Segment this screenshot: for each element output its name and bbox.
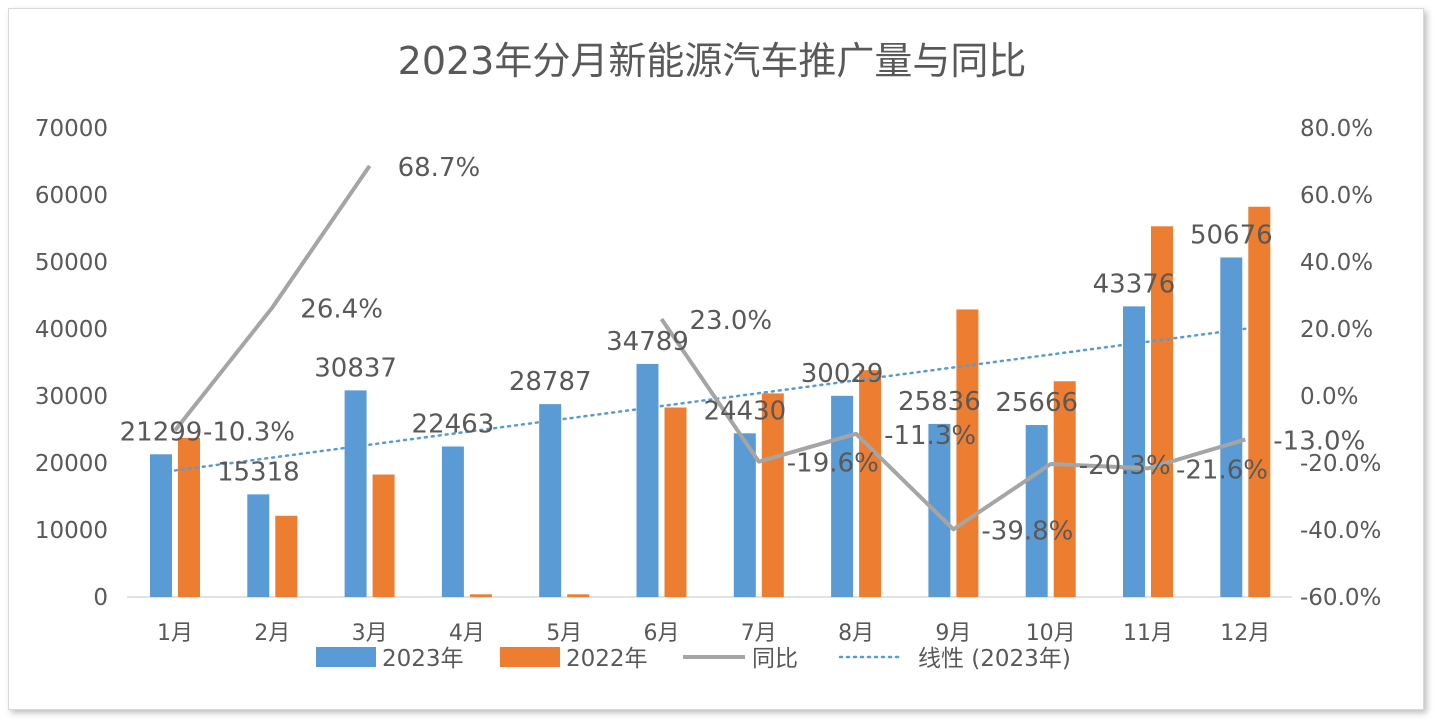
data-label-2023: 22463 xyxy=(412,409,495,439)
left-axis-tick-label: 10000 xyxy=(35,518,108,544)
bar-2022 xyxy=(956,309,979,597)
x-axis-tick-label: 7月 xyxy=(741,621,777,646)
bar-2023 xyxy=(1025,425,1048,597)
left-axis-tick-label: 70000 xyxy=(35,116,108,142)
bar-2023 xyxy=(344,390,367,597)
legend-swatch-2023 xyxy=(316,647,376,667)
bar-2022 xyxy=(1248,206,1271,597)
bar-2023 xyxy=(539,404,562,597)
data-label-yoy: 26.4% xyxy=(300,295,383,325)
left-axis-tick-label: 0 xyxy=(93,585,108,611)
bar-2023 xyxy=(831,395,854,597)
data-label-yoy: -20.3% xyxy=(1079,451,1171,481)
right-axis-tick-label: 20.0% xyxy=(1300,317,1373,343)
data-label-2023: 43376 xyxy=(1093,269,1176,299)
data-label-yoy: -21.6% xyxy=(1176,455,1268,485)
legend-label-2023: 2023年 xyxy=(382,646,464,672)
bar-2023 xyxy=(441,446,464,597)
data-label-2023: 24430 xyxy=(703,396,786,426)
x-axis-tick-label: 12月 xyxy=(1220,621,1270,646)
data-label-2023: 28787 xyxy=(509,367,592,397)
x-axis-tick-label: 4月 xyxy=(449,621,485,646)
bar-2023 xyxy=(928,423,951,597)
legend-label-trendline: 线性 (2023年) xyxy=(918,646,1071,672)
chart-title: 2023年分月新能源汽车推广量与同比 xyxy=(398,39,1027,83)
bar-2023 xyxy=(1220,257,1243,597)
bar-2023 xyxy=(636,363,659,597)
right-axis-tick-label: 40.0% xyxy=(1300,250,1373,276)
legend-label-yoy: 同比 xyxy=(752,646,798,672)
x-axis-tick-label: 11月 xyxy=(1123,621,1173,646)
bar-2022 xyxy=(469,594,492,597)
right-axis-tick-label: 80.0% xyxy=(1300,116,1373,142)
data-label-2023: 25666 xyxy=(995,388,1078,418)
data-label-2023: 30837 xyxy=(314,353,397,383)
x-axis-tick-label: 6月 xyxy=(644,621,680,646)
right-axis-tick-label: 60.0% xyxy=(1300,183,1373,209)
left-axis-tick-label: 20000 xyxy=(35,451,108,477)
data-label-2023: 21299 xyxy=(120,417,203,447)
bar-2022 xyxy=(178,437,200,597)
bar-2023 xyxy=(247,494,270,597)
right-axis-tick-label: -20.0% xyxy=(1300,451,1381,477)
bar-2022 xyxy=(567,594,590,597)
x-axis-tick-label: 9月 xyxy=(935,621,971,646)
bar-2022 xyxy=(761,393,784,597)
data-label-yoy: -10.3% xyxy=(203,418,295,448)
data-label-2023: 15318 xyxy=(217,457,300,487)
data-label-2023: 30029 xyxy=(801,359,884,389)
data-label-2023: 25836 xyxy=(898,387,981,417)
trendline-2023 xyxy=(173,327,1247,472)
left-axis-tick-label: 40000 xyxy=(35,317,108,343)
legend-swatch-2022 xyxy=(500,647,560,667)
left-axis-tick-label: 60000 xyxy=(35,183,108,209)
right-axis-tick-label: 0.0% xyxy=(1300,384,1358,410)
bar-2022 xyxy=(372,474,395,597)
data-label-yoy: 23.0% xyxy=(690,306,773,336)
data-label-2023: 34789 xyxy=(606,327,689,357)
yoy-line xyxy=(173,164,1246,532)
x-axis-tick-label: 10月 xyxy=(1026,621,1076,646)
data-label-yoy: 68.7% xyxy=(398,153,481,183)
bar-2022 xyxy=(859,370,882,597)
bar-2023 xyxy=(733,433,756,597)
data-label-yoy: -39.8% xyxy=(981,516,1073,546)
bar-2023 xyxy=(1123,306,1145,597)
x-axis-tick-label: 2月 xyxy=(254,621,290,646)
bar-2022 xyxy=(1053,381,1076,597)
data-label-yoy: -19.6% xyxy=(787,449,879,479)
right-axis-tick-label: -40.0% xyxy=(1300,518,1381,544)
bar-2023 xyxy=(150,454,172,597)
data-label-yoy: -11.3% xyxy=(884,421,976,451)
x-axis-tick-label: 5月 xyxy=(546,621,582,646)
x-axis-tick-label: 1月 xyxy=(157,621,193,646)
bar-2022 xyxy=(275,515,298,597)
bar-2022 xyxy=(1151,226,1173,598)
right-axis-tick-label: -60.0% xyxy=(1300,585,1381,611)
left-axis-tick-label: 30000 xyxy=(35,384,108,410)
bar-2022 xyxy=(664,407,687,597)
legend-label-2022: 2022年 xyxy=(566,646,648,672)
x-axis-tick-label: 3月 xyxy=(352,621,388,646)
x-axis-tick-label: 8月 xyxy=(838,621,874,646)
chart-frame xyxy=(8,8,1424,710)
left-axis-tick-label: 50000 xyxy=(35,250,108,276)
data-label-yoy: -13.0% xyxy=(1273,427,1365,457)
data-label-2023: 50676 xyxy=(1190,220,1273,250)
